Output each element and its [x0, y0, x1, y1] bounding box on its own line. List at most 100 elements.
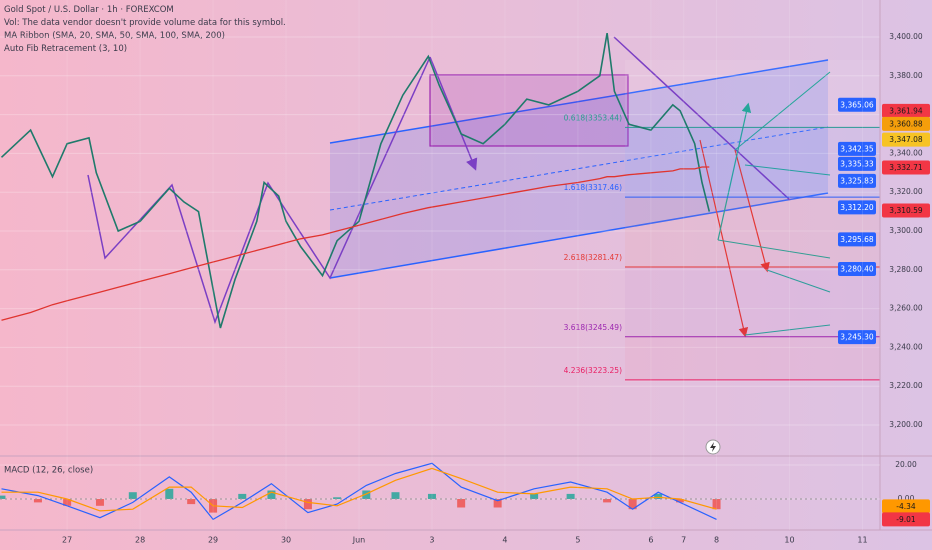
legend-line: Vol: The data vendor doesn't provide vol… — [4, 18, 286, 28]
x-tick-label: 27 — [62, 536, 72, 545]
price-pane: Gold Spot / U.S. Dollar · 1h · FOREXCOM … — [0, 5, 930, 455]
projection — [744, 324, 831, 336]
price-badge-label: 3,332.71 — [889, 163, 923, 172]
y-tick-label: 3,400.00 — [889, 32, 923, 41]
price-badge-label: -4.34 — [896, 502, 916, 511]
arrow — [429, 56, 478, 171]
histogram-bar — [362, 490, 371, 499]
y-tick-label: 3,260.00 — [889, 304, 923, 313]
histogram-bar — [165, 488, 174, 499]
price-badge — [838, 262, 876, 277]
x-tick-label: 6 — [648, 536, 653, 545]
histogram-bar — [128, 492, 137, 499]
price-badge — [882, 116, 930, 131]
arrow — [699, 139, 749, 338]
macd-line — [1, 467, 717, 512]
x-tick-label: 29 — [208, 536, 218, 545]
price-badge — [838, 330, 876, 345]
fib-area — [625, 60, 880, 382]
histogram-bar — [267, 490, 276, 499]
price-badge-label: 3,245.30 — [840, 333, 874, 342]
histogram-bar — [333, 497, 342, 499]
x-tick-label: 30 — [281, 536, 291, 545]
histogram-bar — [628, 498, 637, 510]
price-badge-label: 3,365.06 — [840, 100, 874, 109]
y-tick-label: 3,220.00 — [889, 381, 923, 390]
legend: Gold Spot / U.S. Dollar · 1h · FOREXCOM … — [4, 5, 286, 54]
price-badge — [882, 512, 930, 527]
x-tick-label: 4 — [502, 536, 507, 545]
price-badge-label: 3,335.33 — [840, 159, 874, 168]
trend-line — [613, 36, 791, 201]
fib-band — [625, 127, 880, 198]
price-badge — [882, 132, 930, 147]
projection — [744, 164, 831, 176]
price-badge — [882, 160, 930, 175]
fib-label: 2.618(3281.47) — [564, 253, 622, 262]
y-tick-label: 0.00 — [898, 494, 915, 503]
symbol-title: Gold Spot / U.S. Dollar · 1h · FOREXCOM — [4, 5, 174, 15]
histogram-bar — [676, 498, 685, 503]
price-badge — [838, 200, 876, 215]
y-tick-label: 3,300.00 — [889, 226, 923, 235]
event-icon-bolt — [710, 442, 716, 452]
channel-lower — [329, 192, 829, 279]
histogram-bar — [0, 495, 6, 499]
histogram-bar — [303, 498, 312, 510]
price-badge — [882, 103, 930, 118]
price-badge-label: 3,342.35 — [840, 144, 874, 153]
macd-title: MACD (12, 26, close) — [4, 466, 93, 476]
x-tick-label: 10 — [784, 536, 794, 545]
ma-line — [1, 166, 710, 321]
price-badge — [838, 156, 876, 171]
macd-line — [1, 462, 717, 521]
histogram-bar — [238, 493, 247, 499]
histogram-bar — [530, 493, 539, 499]
histogram-bar — [63, 498, 72, 506]
x-tick-label: 7 — [681, 536, 686, 545]
x-tick-label: 11 — [857, 536, 867, 545]
price-badge-label: 3,312.20 — [840, 203, 874, 212]
legend-line: MA Ribbon (SMA, 20, SMA, 50, SMA, 100, S… — [4, 31, 225, 41]
fib-label: 4.236(3223.25) — [564, 366, 622, 375]
price-badge-label: -9.01 — [896, 515, 916, 524]
y-tick-label: 20.00 — [895, 460, 917, 469]
price-badge-label: 3,295.68 — [840, 235, 874, 244]
histogram-bar — [566, 493, 575, 499]
arrow — [734, 149, 770, 273]
price-line — [0, 32, 711, 329]
y-tick-label: 3,280.00 — [889, 265, 923, 274]
fib-label: 3.618(3245.49) — [564, 323, 622, 332]
zigzag — [87, 56, 431, 325]
x-tick-label: 8 — [714, 536, 719, 545]
price-badge — [838, 141, 876, 156]
price-badge-label: 3,361.94 — [889, 106, 923, 115]
channel-mid — [329, 126, 829, 211]
histogram-bar — [493, 498, 502, 508]
fib-band — [625, 336, 880, 380]
fib-label: 0.618(3353.44) — [564, 113, 622, 122]
y-tick-label: 3,200.00 — [889, 420, 923, 429]
range-box — [429, 74, 629, 147]
price-badge — [838, 97, 876, 112]
x-tick-label: 5 — [575, 536, 580, 545]
fib-label: 1.618(3317.46) — [564, 183, 622, 192]
fib-band — [625, 197, 880, 267]
histogram-bar — [654, 493, 663, 499]
fib-band — [625, 266, 880, 337]
histogram-bar — [427, 493, 436, 499]
histogram-bar — [187, 498, 196, 505]
projection — [717, 239, 831, 259]
x-tick-label: 28 — [135, 536, 145, 545]
price-badge-label: 3,360.88 — [889, 119, 923, 128]
histogram-bar — [603, 498, 612, 503]
histogram-bar — [95, 498, 104, 506]
price-badge — [838, 232, 876, 247]
x-tick-label: 3 — [429, 536, 434, 545]
price-badge — [882, 203, 930, 218]
price-badge — [882, 499, 930, 514]
price-badge-label: 3,325.83 — [840, 176, 874, 185]
y-tick-label: 3,340.00 — [889, 148, 923, 157]
y-tick-label: 3,240.00 — [889, 342, 923, 351]
